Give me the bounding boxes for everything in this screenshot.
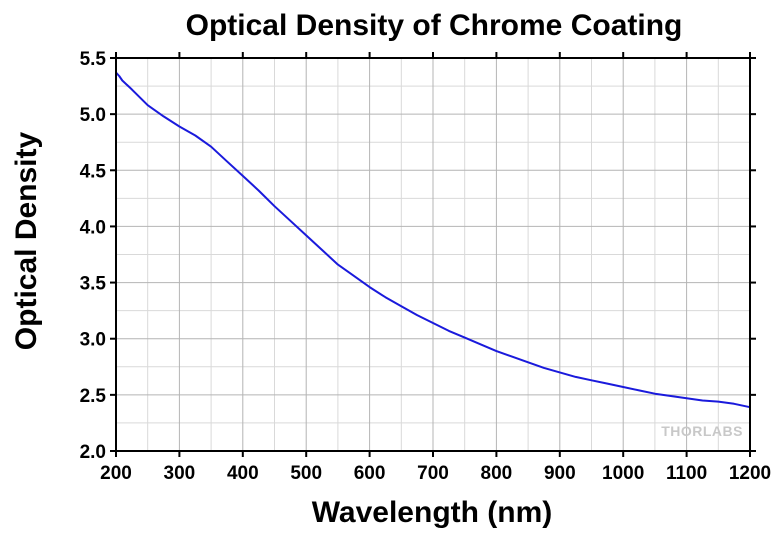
x-tick-label: 1100 (666, 463, 707, 484)
ticks (110, 52, 756, 457)
tick-labels: 200 300 400 500 600 700 800 900 1000 1100 1200 2.0 2… (80, 49, 772, 484)
x-tick-label: 600 (354, 463, 386, 484)
chart-title: Optical Density of Chrome Coating (186, 9, 683, 42)
y-tick-label: 5.0 (80, 105, 106, 126)
x-tick-label: 300 (164, 463, 196, 484)
gridlines (116, 58, 750, 451)
x-axis-title: Wavelength (nm) (312, 496, 553, 529)
x-tick-label: 200 (100, 463, 132, 484)
y-tick-label: 2.0 (80, 442, 106, 463)
y-tick-label: 4.5 (80, 161, 107, 182)
y-axis-title: Optical Density (10, 131, 43, 350)
x-tick-label: 800 (481, 463, 513, 484)
x-tick-label: 400 (227, 463, 259, 484)
y-tick-label: 4.0 (80, 217, 106, 238)
x-tick-label: 700 (417, 463, 449, 484)
y-tick-label: 5.5 (80, 49, 107, 70)
x-tick-label: 900 (544, 463, 576, 484)
thorlabs-watermark: THORLABS (661, 423, 743, 439)
x-tick-label: 500 (290, 463, 322, 484)
series-layer (115, 71, 751, 409)
x-tick-label: 1200 (729, 463, 771, 484)
y-tick-label: 3.0 (80, 330, 106, 351)
y-tick-label: 2.5 (80, 386, 107, 407)
optical-density-line (115, 71, 751, 409)
y-tick-label: 3.5 (80, 274, 107, 295)
x-tick-label: 1000 (602, 463, 644, 484)
